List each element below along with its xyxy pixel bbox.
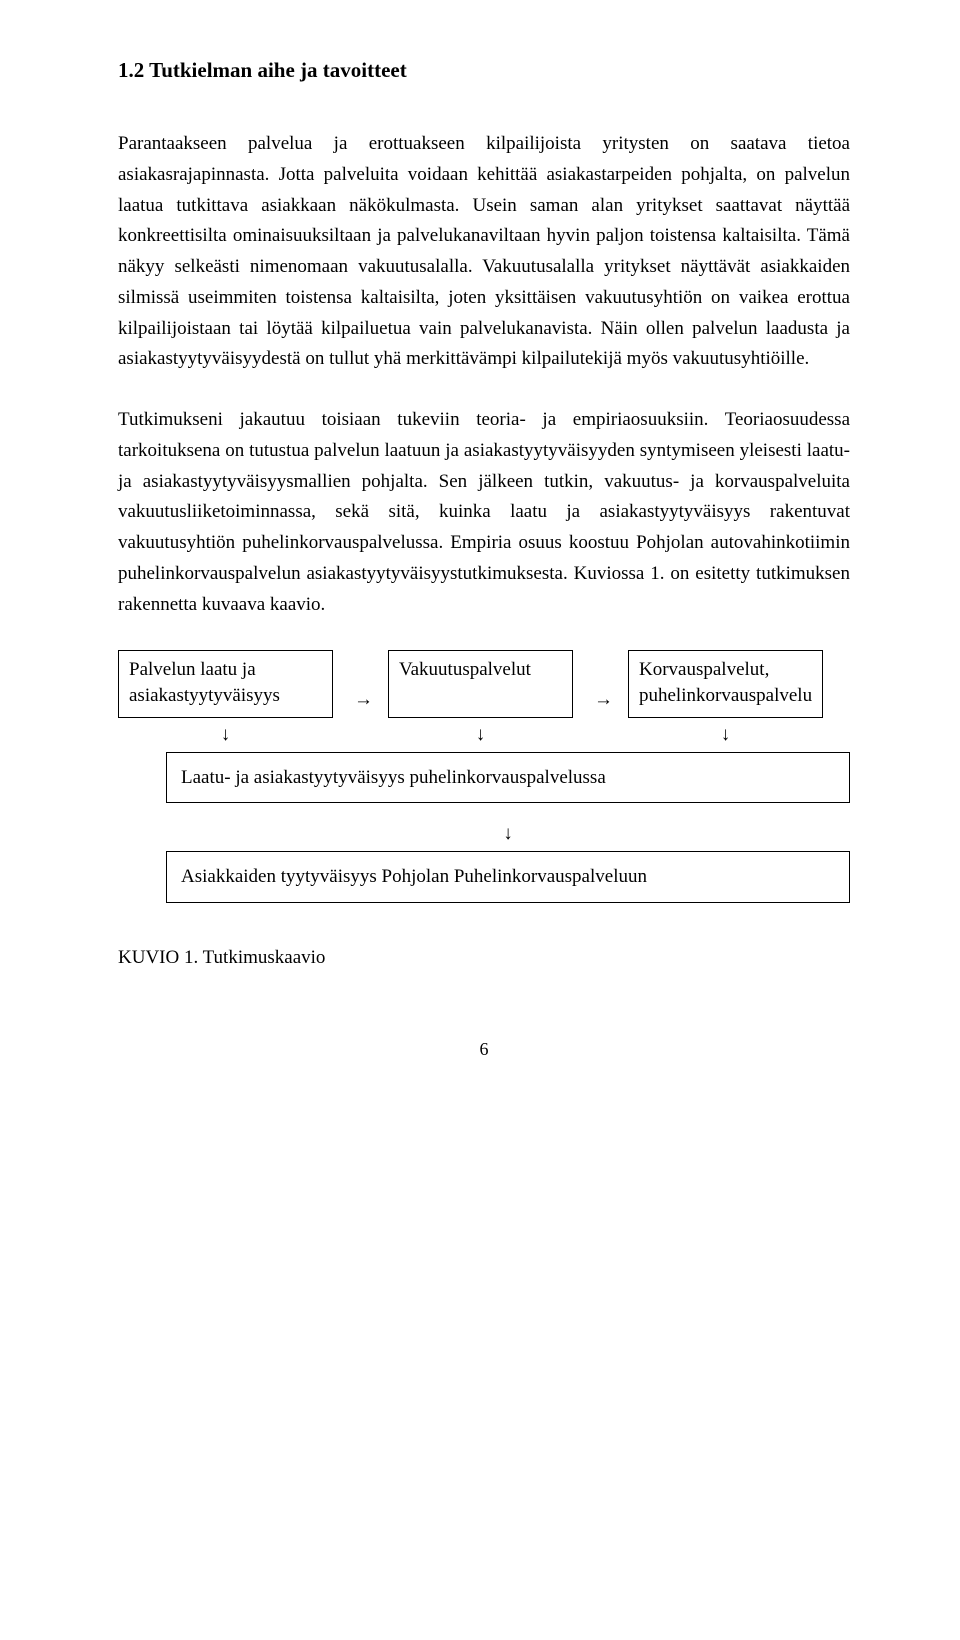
flowchart-arrows-down-row: ↓ ↓ ↓: [118, 720, 850, 750]
figure-caption: KUVIO 1. Tutkimuskaavio: [118, 947, 850, 969]
section-heading: 1.2 Tutkielman aihe ja tavoitteet: [118, 58, 850, 83]
node-insurance-services-label: Vakuutuspalvelut: [399, 659, 531, 680]
arrow-right-1: →: [354, 687, 373, 713]
node-insurance-services: Vakuutuspalvelut →: [388, 650, 573, 717]
node-claims-services: Korvauspalvelut, puhelinkorvauspalvelu →: [628, 650, 823, 717]
arrow-down-4: ↓: [118, 823, 850, 845]
node-service-quality: Palvelun laatu ja asiakastyytyväisyys: [118, 650, 333, 717]
arrow-down-2: ↓: [388, 720, 573, 750]
arrow-right-2: →: [594, 687, 613, 713]
node-customer-satisfaction-pohjola: Asiakkaiden tyytyväisyys Pohjolan Puheli…: [166, 851, 850, 903]
page-number: 6: [118, 1039, 850, 1060]
paragraph-1: Parantaakseen palvelua ja erottuakseen k…: [118, 129, 850, 375]
node-quality-phone-service: Laatu- ja asiakastyytyväisyys puhelinkor…: [166, 752, 850, 804]
flowchart-top-row: Palvelun laatu ja asiakastyytyväisyys Va…: [118, 650, 850, 717]
arrow-down-1: ↓: [118, 720, 333, 750]
flowchart: Palvelun laatu ja asiakastyytyväisyys Va…: [118, 650, 850, 903]
arrow-down-3: ↓: [628, 720, 823, 750]
paragraph-2: Tutkimukseni jakautuu toisiaan tukeviin …: [118, 405, 850, 620]
node-claims-services-label: Korvauspalvelut, puhelinkorvauspalvelu: [639, 659, 812, 706]
